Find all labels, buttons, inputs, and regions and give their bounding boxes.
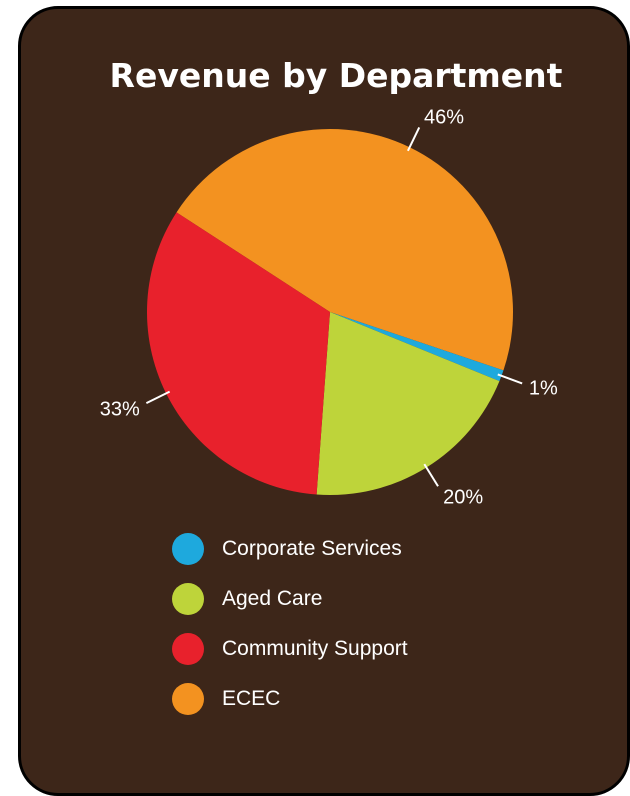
leader-line	[407, 126, 421, 152]
pie-slice-corporate-services	[330, 312, 504, 382]
legend-item-community-support: Community Support	[172, 624, 408, 674]
legend-label: Aged Care	[222, 587, 323, 610]
legend-swatch	[172, 533, 204, 565]
slice-label-corporate-services: 1%	[529, 378, 558, 400]
legend-swatch	[172, 683, 204, 715]
legend-label: ECEC	[222, 687, 281, 710]
legend-swatch	[172, 583, 204, 615]
slice-label-community-support: 33%	[100, 398, 140, 420]
legend-item-ecec: ECEC	[172, 674, 408, 724]
legend-item-aged-care: Aged Care	[172, 574, 408, 624]
legend-swatch	[172, 633, 204, 665]
leader-line	[423, 463, 439, 487]
pie-slice-community-support	[146, 212, 330, 495]
legend-label: Community Support	[222, 637, 408, 660]
chart-title: Revenue by Department	[109, 56, 563, 95]
pie-slice-aged-care	[316, 312, 500, 495]
leader-line	[497, 373, 523, 385]
slice-label-aged-care: 20%	[443, 486, 483, 508]
legend-label: Corporate Services	[222, 537, 402, 560]
chart-legend: Corporate Services Aged Care Community S…	[172, 524, 408, 724]
slice-label-ecec: 46%	[424, 107, 464, 129]
pie-slice-ecec	[176, 128, 514, 371]
legend-item-corporate-services: Corporate Services	[172, 524, 408, 574]
leader-line	[145, 390, 171, 405]
